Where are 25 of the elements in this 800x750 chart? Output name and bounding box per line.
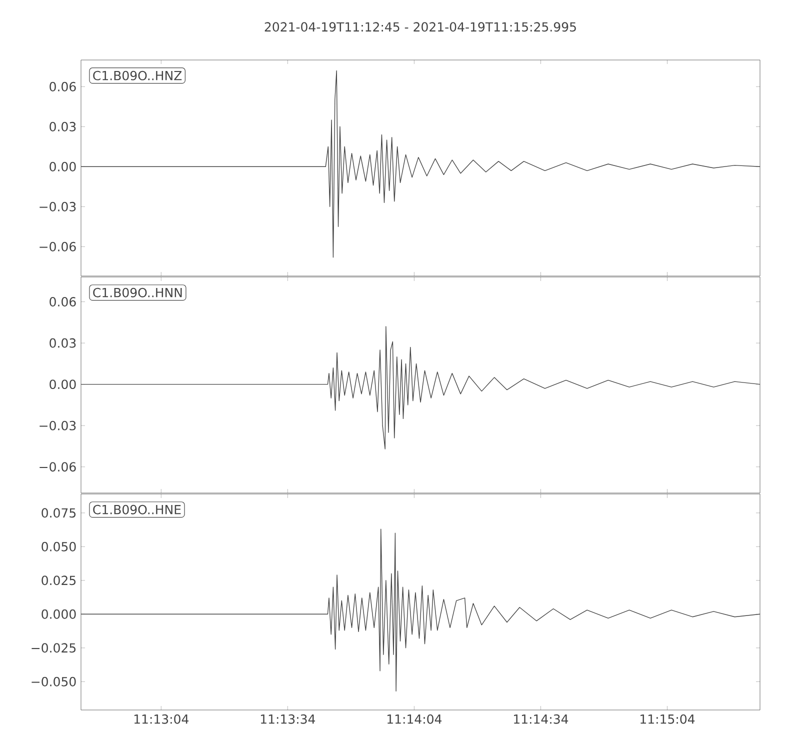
y-tick-label: 0.00: [50, 380, 76, 390]
x-tick-label: 11:14:04: [387, 714, 442, 724]
y-tick-label: −0.03: [40, 202, 76, 212]
y-tick-label: 0.000: [42, 609, 76, 619]
y-tick-label: 0.025: [42, 576, 76, 586]
y-tick-label: −0.06: [40, 242, 76, 252]
x-tick-label: 11:13:04: [134, 714, 188, 724]
chart-title: 2021-04-19T11:12:45 - 2021-04-19T11:15:25.995: [264, 22, 576, 32]
x-tick-label: 11:13:34: [260, 714, 316, 724]
y-tick-label: 0.050: [42, 542, 76, 552]
x-tick-label: 11:14:34: [514, 714, 568, 724]
y-tick-label: −0.03: [40, 420, 76, 430]
y-tick-label: −0.050: [32, 676, 76, 686]
x-tick-label: 11:15:04: [640, 714, 695, 724]
y-tick-label: 0.06: [50, 82, 76, 92]
annotation: C1.B09O..HNZ: [93, 70, 182, 80]
y-tick-label: 0.075: [42, 508, 76, 518]
y-tick-label: −0.06: [40, 462, 76, 472]
y-tick-label: 0.03: [50, 122, 76, 132]
annotation: C1.B09O..HNN: [93, 288, 182, 298]
y-tick-label: 0.00: [50, 162, 76, 172]
annotation: C1.B09O..HNE: [93, 504, 181, 514]
y-tick-label: −0.025: [32, 643, 76, 653]
y-tick-label: 0.06: [50, 297, 76, 306]
y-tick-label: 0.03: [50, 338, 76, 348]
